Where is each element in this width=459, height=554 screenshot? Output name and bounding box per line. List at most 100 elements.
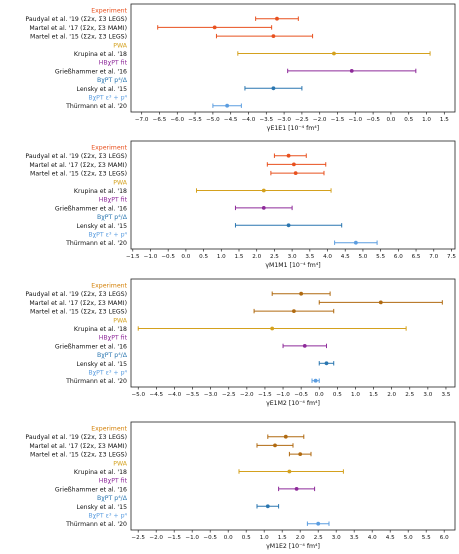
- row-label: Paudyal et al. '19 (Σ2x, Σ3 LEGS): [25, 291, 127, 298]
- x-tick-label: 0.0: [315, 392, 324, 398]
- group-header-label: PWA: [113, 460, 128, 467]
- x-tick-label: −3.0: [204, 392, 218, 398]
- x-tick-label: 4.5: [386, 535, 395, 541]
- x-tick-label: 2.0: [252, 254, 261, 260]
- x-tick-label: −1.0: [349, 117, 363, 123]
- plot-frame: [130, 3, 456, 113]
- row-label: Lensky et al. '15: [77, 86, 128, 93]
- x-tick-label: −0.5: [294, 392, 308, 398]
- x-tick-label: −4.5: [150, 392, 164, 398]
- x-tick-label: 1.0: [351, 392, 360, 398]
- x-tick-label: −1.5: [331, 117, 345, 123]
- data-point: [273, 443, 277, 448]
- data-point: [271, 34, 276, 38]
- group-header-label: HBχPT fit: [99, 335, 128, 342]
- x-tick-label: −2.0: [149, 535, 163, 541]
- row-label: Grießhammer et al. '16: [55, 68, 127, 75]
- x-tick-label: −5.0: [206, 117, 220, 123]
- data-point: [283, 434, 288, 439]
- x-tick-label: 2.5: [405, 392, 414, 398]
- data-point: [324, 361, 329, 366]
- x-tick-label: 3.0: [288, 254, 297, 260]
- group-header-label: BχPT p⁴/Δ: [97, 77, 128, 84]
- x-tick-label: −5.0: [131, 392, 145, 398]
- group-header-label: HBχPT fit: [99, 197, 128, 204]
- x-axis-label: γE1M2 [10⁻⁴ fm⁴]: [266, 400, 320, 407]
- row-label: Martel et al. '17 (Σ2x, Σ3 MAMI): [29, 162, 127, 169]
- row-label: Paudyal et al. '19 (Σ2x, Σ3 LEGS): [25, 434, 127, 441]
- row-label: Krupina et al. '18: [74, 51, 127, 58]
- row-label: Grießhammer et al. '16: [55, 343, 127, 350]
- x-tick-label: 0.0: [386, 117, 395, 123]
- x-tick-label: −7.0: [135, 117, 149, 123]
- group-header-label: BχPT ε³ + p⁴: [88, 370, 127, 377]
- x-tick-label: −4.5: [224, 117, 238, 123]
- x-tick-label: −0.5: [161, 254, 175, 260]
- x-tick-label: 1.5: [278, 535, 287, 541]
- x-tick-label: −0.5: [203, 535, 217, 541]
- x-tick-label: 7.5: [447, 254, 456, 260]
- data-point: [378, 300, 383, 305]
- row-label: Martel et al. '15 (Σ2x, Σ3 LEGS): [30, 34, 127, 41]
- row-label: Martel et al. '15 (Σ2x, Σ3 LEGS): [30, 452, 127, 459]
- plot-frame: [130, 140, 456, 250]
- x-tick-label: 1.5: [369, 392, 378, 398]
- data-point: [261, 206, 266, 210]
- x-tick-label: 3.0: [332, 535, 341, 541]
- data-point: [286, 223, 291, 228]
- row-label: Thürmann et al. '20: [65, 378, 127, 385]
- group-header-label: PWA: [113, 42, 128, 49]
- x-tick-label: 1.0: [217, 254, 226, 260]
- x-tick-label: 7.0: [429, 254, 438, 260]
- x-tick-label: −2.0: [313, 117, 327, 123]
- data-point: [270, 326, 275, 331]
- group-header-label: BχPT ε³ + p⁴: [88, 95, 127, 102]
- x-tick-label: 3.5: [350, 535, 359, 541]
- group-header-label: HBχPT fit: [99, 478, 128, 485]
- x-tick-label: 2.0: [387, 392, 396, 398]
- data-point: [287, 469, 292, 474]
- group-header-label: PWA: [113, 317, 128, 324]
- x-tick-label: 5.5: [422, 535, 431, 541]
- data-point: [302, 344, 307, 348]
- data-point: [291, 162, 296, 167]
- x-tick-label: 6.0: [394, 254, 403, 260]
- row-label: Martel et al. '15 (Σ2x, Σ3 LEGS): [30, 309, 127, 316]
- x-tick-label: 3.0: [423, 392, 432, 398]
- row-label: Martel et al. '17 (Σ2x, Σ3 MAMI): [29, 300, 127, 307]
- x-tick-label: 5.5: [376, 254, 385, 260]
- data-point: [261, 188, 266, 193]
- data-point: [265, 504, 270, 509]
- x-tick-label: 6.0: [440, 535, 449, 541]
- x-tick-label: −2.5: [131, 535, 145, 541]
- data-point: [225, 103, 230, 108]
- group-header-label: BχPT p⁴/Δ: [97, 495, 128, 502]
- data-point: [212, 25, 217, 30]
- group-header-label: BχPT p⁴/Δ: [97, 214, 128, 221]
- data-point: [299, 291, 304, 296]
- group-header-label: BχPT ε³ + p⁴: [88, 232, 127, 239]
- data-point: [298, 452, 303, 456]
- x-tick-label: 0.5: [242, 535, 251, 541]
- row-label: Martel et al. '17 (Σ2x, Σ3 MAMI): [29, 443, 127, 450]
- group-header-label: Experiment: [91, 426, 127, 433]
- x-tick-label: 4.0: [368, 535, 377, 541]
- x-tick-label: 4.0: [323, 254, 332, 260]
- x-tick-label: 5.0: [358, 254, 367, 260]
- group-header-label: Experiment: [91, 8, 127, 15]
- x-tick-label: 2.5: [270, 254, 279, 260]
- group-header-label: Experiment: [91, 145, 127, 152]
- row-label: Martel et al. '15 (Σ2x, Σ3 LEGS): [30, 171, 127, 178]
- x-tick-label: −4.0: [242, 117, 256, 123]
- x-tick-label: 1.5: [235, 254, 244, 260]
- x-tick-label: 4.5: [341, 254, 350, 260]
- x-tick-label: −1.5: [167, 535, 181, 541]
- x-tick-label: −1.5: [126, 254, 140, 260]
- row-label: Thürmann et al. '20: [65, 240, 127, 247]
- plot-frame: [130, 278, 456, 388]
- x-tick-label: −2.5: [295, 117, 309, 123]
